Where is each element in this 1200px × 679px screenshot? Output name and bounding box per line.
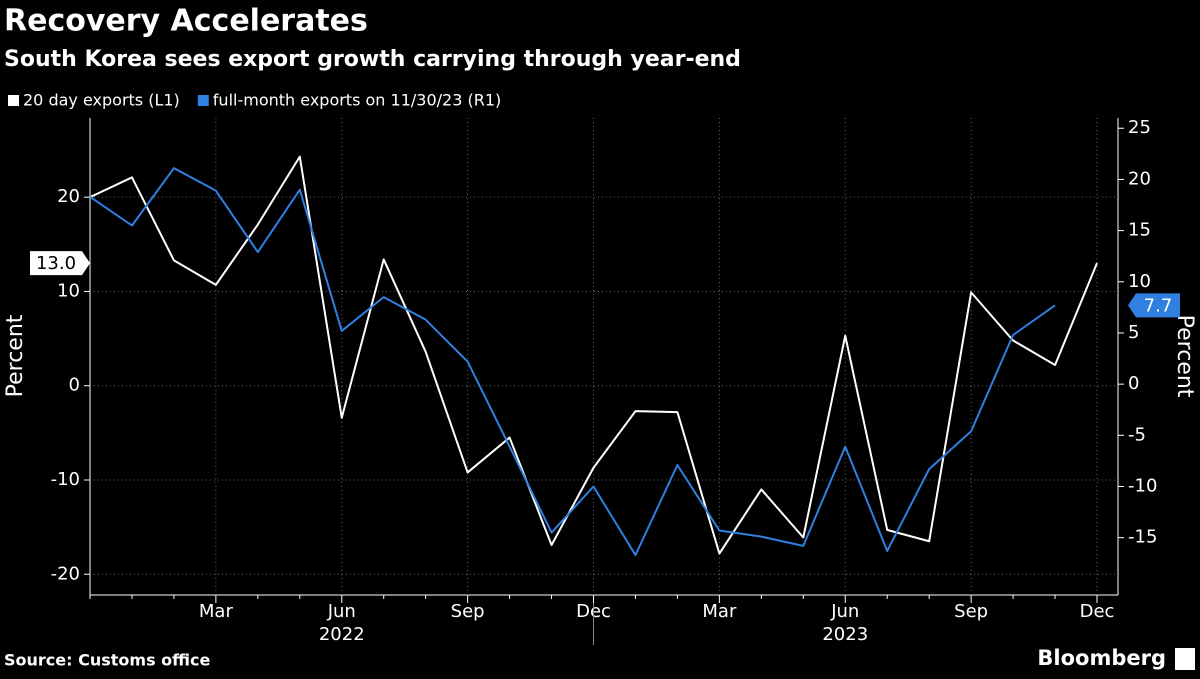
x-tick-label: Mar bbox=[199, 601, 234, 622]
x-tick-label: Sep bbox=[954, 601, 988, 622]
legend-label: 20 day exports (L1) bbox=[23, 91, 180, 110]
last-value-label: 7.7 bbox=[1144, 295, 1173, 316]
brand: Bloomberg bbox=[1037, 646, 1166, 670]
y2-tick-label: 0 bbox=[1128, 373, 1139, 394]
legend-swatch bbox=[197, 95, 209, 106]
last-value-box bbox=[1128, 293, 1180, 318]
y2-tick-label: 15 bbox=[1128, 220, 1151, 241]
x-tick-label: Jun bbox=[327, 601, 356, 622]
y-axis-label: Percent bbox=[3, 314, 28, 397]
brand-icon bbox=[1175, 648, 1195, 670]
y2-tick-label: -5 bbox=[1128, 424, 1146, 445]
y2-tick-label: 20 bbox=[1128, 168, 1151, 189]
source: Source: Customs office bbox=[4, 651, 210, 670]
y2-tick-label: -15 bbox=[1128, 527, 1157, 548]
last-value-label: 13.0 bbox=[36, 253, 76, 274]
y-tick-label: 0 bbox=[69, 375, 80, 396]
chart-title: Recovery Accelerates bbox=[4, 4, 368, 39]
x-group-label: 2023 bbox=[822, 624, 868, 645]
series-line bbox=[89, 167, 1056, 557]
y2-tick-label: 25 bbox=[1128, 117, 1151, 138]
y2-tick-label: 10 bbox=[1128, 271, 1151, 292]
y-tick-label: 20 bbox=[57, 186, 80, 207]
series-line bbox=[89, 155, 1098, 555]
x-tick-label: Jun bbox=[830, 601, 859, 622]
y2-tick-label: 5 bbox=[1128, 322, 1139, 343]
y2-axis-label: Percent bbox=[1172, 315, 1197, 398]
x-tick-label: Mar bbox=[702, 601, 737, 622]
x-group-label: 2022 bbox=[319, 624, 365, 645]
legend-swatch bbox=[8, 95, 19, 106]
y-tick-label: 10 bbox=[57, 280, 80, 301]
y-tick-label: -20 bbox=[51, 563, 80, 584]
legend-label: full-month exports on 11/30/23 (R1) bbox=[213, 91, 501, 110]
x-tick-label: Dec bbox=[1080, 601, 1115, 622]
y-tick-label: -10 bbox=[51, 469, 80, 490]
x-tick-label: Sep bbox=[451, 601, 485, 622]
chart-subtitle: South Korea sees export growth carrying … bbox=[4, 47, 741, 72]
y2-tick-label: -10 bbox=[1128, 475, 1157, 496]
last-value-box bbox=[30, 251, 90, 276]
